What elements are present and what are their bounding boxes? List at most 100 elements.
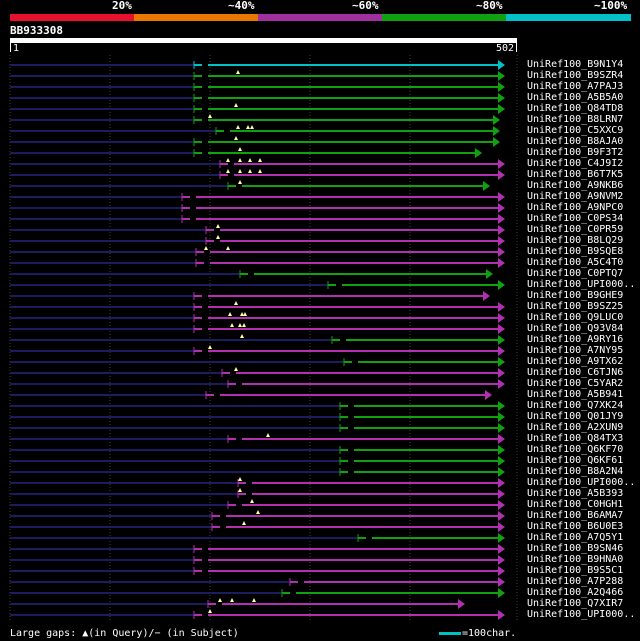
hit-label-link[interactable]: UniRef100_A2XUN9 <box>527 422 624 433</box>
hit-label-link[interactable]: UniRef100_A5B5A0 <box>527 92 624 103</box>
hit-row[interactable] <box>10 401 505 411</box>
hit-label-link[interactable]: UniRef100_A9RY16 <box>527 334 624 345</box>
hit-row[interactable] <box>10 533 505 543</box>
hit-row[interactable] <box>10 93 505 103</box>
hit-label-link[interactable]: UniRef100_A9NPC0 <box>527 202 624 213</box>
hit-label-link[interactable]: UniRef100_Q9LUC0 <box>527 312 624 323</box>
hit-label-link[interactable]: UniRef100_Q7XK24 <box>527 400 624 411</box>
hit-row[interactable] <box>10 566 505 576</box>
hit-row[interactable] <box>10 577 505 587</box>
hit-label-link[interactable]: UniRef100_B9SN46 <box>527 543 624 554</box>
hit-row[interactable] <box>10 291 490 301</box>
hit-row[interactable] <box>10 246 505 257</box>
hit-row[interactable] <box>10 158 505 169</box>
hit-label-link[interactable]: UniRef100_B8A2N4 <box>527 466 624 477</box>
hit-label-link[interactable]: UniRef100_C6TJN6 <box>527 367 624 378</box>
hit-row[interactable] <box>10 203 505 213</box>
hit-row[interactable] <box>10 598 465 609</box>
hit-row[interactable] <box>10 180 490 191</box>
hit-row[interactable] <box>10 555 505 565</box>
hit-label-link[interactable]: UniRef100_C0PR59 <box>527 224 624 235</box>
hit-label-link[interactable]: UniRef100_A5B941 <box>527 389 624 400</box>
hit-row[interactable] <box>10 312 505 323</box>
hit-row[interactable] <box>10 390 492 400</box>
hit-row[interactable] <box>10 445 505 455</box>
hit-label-link[interactable]: UniRef100_A7P288 <box>527 576 624 587</box>
hit-label-link[interactable]: UniRef100_Q6KF70 <box>527 444 624 455</box>
hit-row[interactable] <box>10 323 505 334</box>
hit-label-link[interactable]: UniRef100_B9F3T2 <box>527 147 624 158</box>
hit-row[interactable] <box>10 224 505 235</box>
hit-row[interactable] <box>10 258 505 268</box>
hit-row[interactable] <box>10 169 505 180</box>
hit-label-link[interactable]: UniRef100_C4J9I2 <box>527 158 624 169</box>
hit-label-link[interactable]: UniRef100_Q6KF61 <box>527 455 624 466</box>
hit-row[interactable] <box>10 379 505 389</box>
hit-label-link[interactable]: UniRef100_B6T7K5 <box>527 169 624 180</box>
hit-label-link[interactable]: UniRef100_C0HGH1 <box>527 499 624 510</box>
hit-label-link[interactable]: UniRef100_B9SZR4 <box>527 70 624 81</box>
hit-row[interactable] <box>10 510 505 521</box>
hit-row[interactable] <box>10 357 505 367</box>
hit-label-link[interactable]: UniRef100_A9NKB6 <box>527 180 624 191</box>
hit-label-link[interactable]: UniRef100_C0PS34 <box>527 213 624 224</box>
hit-label-link[interactable]: UniRef100_UPI000.. <box>527 477 636 488</box>
hit-label-link[interactable]: UniRef100_UPI000.. <box>527 279 636 290</box>
hit-row[interactable] <box>10 136 500 147</box>
hit-label-link[interactable]: UniRef100_UPI000.. <box>527 609 636 620</box>
hit-label-link[interactable]: UniRef100_B9SZ25 <box>527 301 624 312</box>
hit-label-link[interactable]: UniRef100_A9TX62 <box>527 356 624 367</box>
hit-label-link[interactable]: UniRef100_B6AMA7 <box>527 510 624 521</box>
hit-row[interactable] <box>10 412 505 422</box>
hit-label-link[interactable]: UniRef100_B9N1Y4 <box>527 59 624 70</box>
hit-row[interactable] <box>10 544 505 554</box>
hit-label-link[interactable]: UniRef100_A7PAJ3 <box>527 81 624 92</box>
hit-row[interactable] <box>10 82 505 92</box>
hit-label-link[interactable]: UniRef100_B9S5C1 <box>527 565 624 576</box>
hit-label-link[interactable]: UniRef100_A5B393 <box>527 488 624 499</box>
hit-row[interactable] <box>10 192 505 202</box>
hit-row[interactable] <box>10 423 505 433</box>
hit-row[interactable] <box>10 147 482 158</box>
hit-label-link[interactable]: UniRef100_B6U0E3 <box>527 521 624 532</box>
hit-label-link[interactable]: UniRef100_A9NVM2 <box>527 191 624 202</box>
hit-row[interactable] <box>10 114 500 125</box>
hit-row[interactable] <box>10 367 505 378</box>
hit-row[interactable] <box>10 499 505 510</box>
hit-row[interactable] <box>10 301 505 312</box>
hit-row[interactable] <box>10 456 505 466</box>
hit-row[interactable] <box>10 235 505 246</box>
hit-row[interactable] <box>10 477 505 488</box>
hit-row[interactable] <box>10 269 493 279</box>
hit-row[interactable] <box>10 467 505 477</box>
hit-row[interactable] <box>10 103 505 114</box>
hit-row[interactable] <box>10 334 505 345</box>
hit-label-link[interactable]: UniRef100_A2Q466 <box>527 587 624 598</box>
hit-label-link[interactable]: UniRef100_B9SQE8 <box>527 246 624 257</box>
hit-row[interactable] <box>10 345 505 356</box>
hit-row[interactable] <box>10 521 505 532</box>
hit-label-link[interactable]: UniRef100_Q93V84 <box>527 323 624 334</box>
hit-row[interactable] <box>10 60 505 70</box>
hit-row[interactable] <box>10 214 505 224</box>
hit-row[interactable] <box>10 588 505 598</box>
hit-row[interactable] <box>10 280 505 290</box>
hit-label-link[interactable]: UniRef100_B8LRN7 <box>527 114 624 125</box>
hit-label-link[interactable]: UniRef100_A5C4T0 <box>527 257 624 268</box>
hit-label-link[interactable]: UniRef100_Q7XIR7 <box>527 598 624 609</box>
hit-label-link[interactable]: UniRef100_A7Q5Y1 <box>527 532 624 543</box>
hit-label-link[interactable]: UniRef100_A7NY95 <box>527 345 624 356</box>
hit-label-link[interactable]: UniRef100_B9GHE9 <box>527 290 624 301</box>
hit-label-link[interactable]: UniRef100_Q84TD8 <box>527 103 624 114</box>
hit-row[interactable] <box>10 433 505 444</box>
hit-label-link[interactable]: UniRef100_B8LQ29 <box>527 235 624 246</box>
hit-row[interactable] <box>10 488 505 499</box>
hit-label-link[interactable]: UniRef100_B8AJA0 <box>527 136 624 147</box>
hit-label-link[interactable]: UniRef100_C5XXC9 <box>527 125 624 136</box>
hit-row[interactable] <box>10 609 505 620</box>
hit-label-link[interactable]: UniRef100_C5YAR2 <box>527 378 624 389</box>
hit-label-link[interactable]: UniRef100_B9HNA0 <box>527 554 624 565</box>
hit-label-link[interactable]: UniRef100_Q01JY9 <box>527 411 624 422</box>
hit-label-link[interactable]: UniRef100_Q84TX3 <box>527 433 624 444</box>
hit-row[interactable] <box>10 70 505 81</box>
